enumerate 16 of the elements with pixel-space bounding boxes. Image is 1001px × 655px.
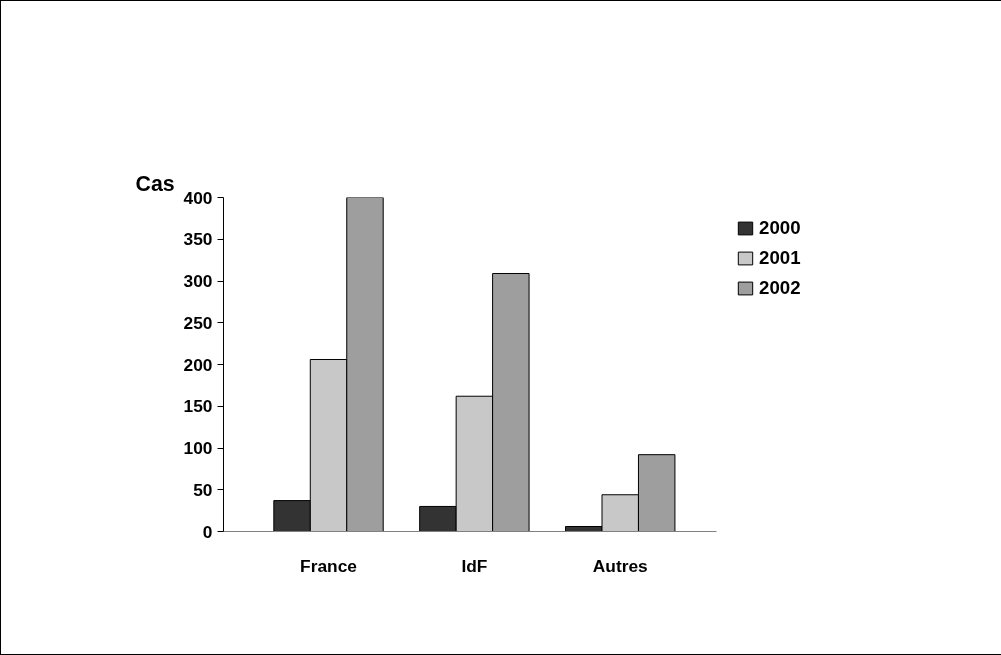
- y-axis-title: Cas: [135, 171, 175, 196]
- legend-label: 2000: [759, 217, 801, 239]
- y-tick-label: 350: [183, 229, 213, 250]
- y-tick-label: 50: [193, 479, 213, 500]
- y-tick-label: 150: [183, 396, 213, 417]
- y-tick-label: 300: [183, 271, 213, 291]
- legend-label: 2001: [759, 247, 801, 269]
- y-tick-label: 400: [183, 187, 213, 208]
- x-tick-label: IdF: [461, 555, 488, 576]
- y-tick-label: 100: [183, 438, 213, 458]
- y-tick-label: 250: [183, 312, 213, 333]
- y-tick-label: 200: [183, 354, 213, 375]
- y-tick-label: 0: [202, 521, 213, 542]
- x-tick-label: France: [300, 555, 358, 576]
- legend-label: 2002: [759, 277, 801, 299]
- x-tick-label: Autres: [592, 555, 648, 576]
